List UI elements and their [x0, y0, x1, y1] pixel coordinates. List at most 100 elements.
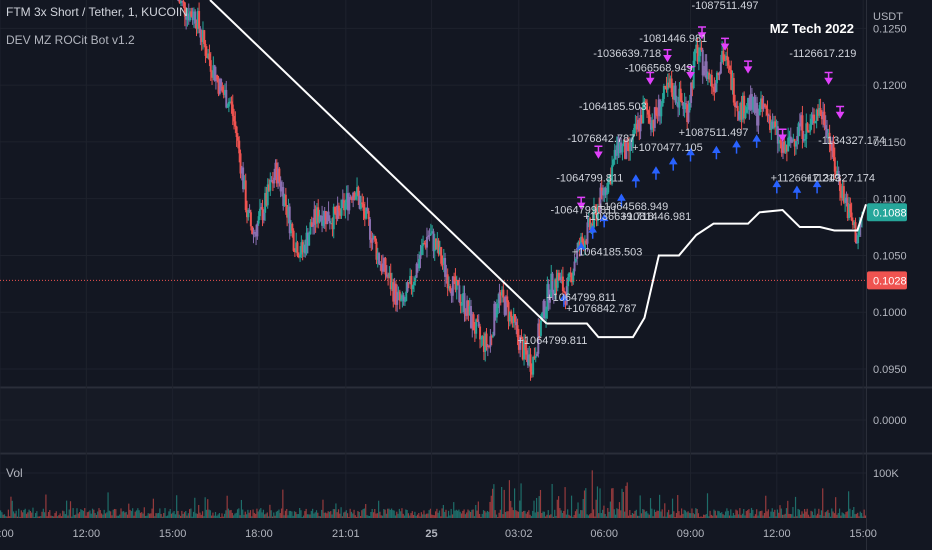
buy-arrow-icon — [576, 242, 586, 256]
volume-bar — [705, 513, 707, 518]
indicator-legend[interactable]: DEV MZ ROCit Bot v1.2 — [6, 33, 135, 47]
volume-bar — [776, 509, 779, 518]
candle-body — [573, 261, 576, 272]
candle-body — [618, 142, 621, 154]
volume-bar — [253, 512, 255, 518]
candle-body — [581, 236, 584, 243]
volume-bar — [604, 514, 606, 518]
chart-title[interactable]: FTM 3x Short / Tether, 1, KUCOIN — [6, 5, 188, 19]
volume-bar — [653, 509, 656, 518]
volume-bar — [75, 514, 77, 518]
candle-body — [397, 291, 400, 293]
volume-bar — [638, 515, 640, 518]
candle-body — [528, 354, 531, 366]
volume-bar — [117, 515, 120, 518]
price-tick-label: 0.0950 — [873, 364, 907, 376]
candle-body — [759, 98, 762, 106]
candle-body — [771, 121, 774, 129]
volume-bar — [734, 515, 736, 518]
candle-body — [345, 193, 348, 203]
volume-bar — [673, 511, 675, 518]
trade-annotation: -1064185.503 — [579, 101, 647, 113]
volume-bar — [480, 516, 482, 518]
candle-body — [368, 219, 371, 240]
volume-bar — [643, 509, 645, 518]
volume-bar — [205, 509, 208, 518]
volume-bar — [77, 513, 79, 518]
volume-bar — [458, 509, 460, 518]
volume-bar — [607, 508, 609, 518]
candle-body — [725, 55, 728, 61]
volume-bar — [100, 513, 103, 518]
candle-body — [190, 11, 193, 17]
volume-bar — [279, 513, 281, 518]
volume-bar — [344, 511, 346, 518]
volume-bar — [390, 508, 393, 518]
volume-bar — [301, 516, 303, 518]
last-price-badge-bg — [867, 203, 907, 222]
candle-body — [756, 102, 759, 126]
candle-body — [609, 174, 612, 184]
candle-body — [697, 56, 700, 62]
volume-bar — [787, 500, 789, 518]
candle-body — [827, 132, 830, 139]
volume-bar — [859, 511, 861, 518]
buy-arrow-icon — [559, 293, 569, 307]
candle-body — [793, 139, 796, 147]
candle-body — [242, 167, 245, 190]
candle-body — [626, 142, 629, 144]
volume-bar — [0, 510, 2, 518]
candle-body — [572, 271, 575, 283]
candle-body — [381, 263, 384, 272]
candle-body — [491, 335, 494, 337]
candle-body — [337, 205, 340, 211]
candle-body — [454, 276, 457, 290]
volume-bar — [260, 508, 262, 518]
volume-bar — [341, 516, 343, 518]
volume-bar — [12, 511, 15, 518]
volume-bar — [257, 511, 259, 518]
candle-body — [420, 245, 423, 255]
volume-bar — [247, 509, 249, 518]
candle-body — [631, 135, 634, 147]
volume-bar — [438, 510, 441, 518]
candle-body — [750, 94, 753, 110]
volume-bar — [766, 511, 768, 518]
candle-body — [213, 65, 216, 81]
candle-body — [826, 129, 829, 139]
candle-body — [261, 207, 264, 221]
trade-annotation: +1081446.981 — [621, 211, 692, 223]
candle-body — [221, 86, 224, 93]
volume-bar — [440, 516, 442, 518]
volume-bar — [190, 508, 192, 518]
volume-bar — [542, 511, 544, 518]
candle-body — [644, 101, 647, 103]
candle-body — [243, 180, 246, 190]
candle-body — [413, 281, 416, 286]
volume-bar — [38, 516, 41, 518]
trade-annotation: -1064799.811 — [556, 173, 623, 185]
volume-bar — [128, 503, 130, 518]
volume-bar — [125, 511, 127, 518]
volume-bar — [54, 513, 56, 518]
candle-body — [403, 301, 406, 303]
volume-bar — [602, 509, 604, 518]
volume-bar — [143, 507, 145, 518]
candle-body — [467, 300, 470, 316]
candle-body — [200, 37, 203, 42]
price-tick-label: 0.1100 — [873, 194, 906, 206]
volume-legend[interactable]: Vol — [6, 466, 23, 480]
volume-bar — [437, 512, 439, 518]
candle-body — [614, 149, 617, 156]
price-level-badge: 0.1028 — [873, 275, 907, 287]
candle-body — [429, 233, 432, 236]
candle-body — [393, 283, 396, 302]
sell-arrow-icon — [835, 105, 845, 119]
candle-body — [372, 235, 375, 239]
candle-body — [534, 356, 537, 358]
candle-body — [723, 59, 726, 61]
sell-arrow-icon — [645, 71, 655, 85]
volume-bar — [441, 508, 443, 518]
